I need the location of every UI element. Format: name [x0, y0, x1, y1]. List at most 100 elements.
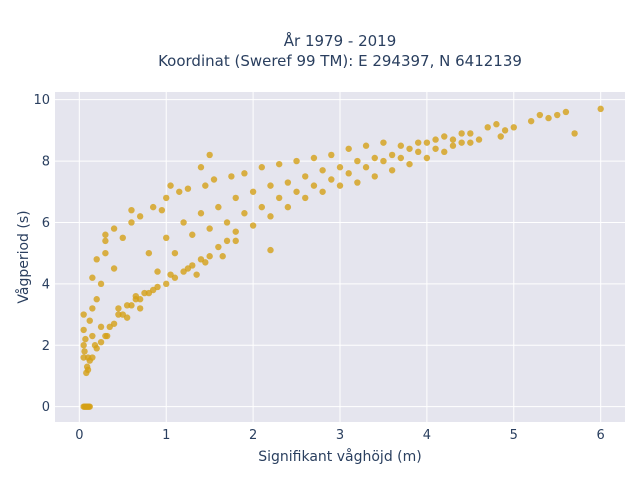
data-point	[388, 151, 396, 159]
data-point	[219, 253, 226, 260]
data-point	[310, 182, 318, 189]
data-point	[202, 259, 209, 266]
data-point	[86, 403, 93, 410]
data-point	[103, 332, 111, 340]
data-point	[267, 182, 274, 189]
data-point	[167, 271, 174, 278]
data-point	[241, 210, 248, 217]
data-point	[423, 139, 431, 146]
data-point	[210, 176, 218, 183]
data-point	[128, 219, 135, 226]
data-point	[110, 320, 118, 327]
x-tick-label: 2	[249, 428, 257, 443]
y-tick-label: 10	[33, 93, 50, 108]
data-point	[81, 348, 88, 355]
data-point	[380, 139, 387, 146]
data-point	[110, 225, 118, 232]
data-point	[206, 151, 213, 159]
data-point	[232, 194, 239, 202]
y-tick-labels: 0 2 4 6 8 10	[33, 93, 50, 415]
data-point	[132, 292, 140, 300]
data-point	[275, 194, 283, 202]
data-point	[302, 173, 309, 180]
data-point	[102, 249, 109, 257]
data-point	[189, 231, 196, 238]
data-point	[180, 219, 187, 226]
data-point	[86, 317, 93, 324]
data-point	[415, 139, 422, 146]
data-point	[249, 188, 257, 195]
data-point	[149, 286, 157, 294]
data-point	[89, 354, 96, 361]
data-point	[354, 157, 361, 165]
data-point	[136, 305, 144, 312]
data-point	[319, 167, 326, 174]
data-point	[267, 213, 274, 220]
data-point	[510, 124, 517, 131]
data-point	[545, 114, 552, 122]
data-point	[206, 225, 213, 232]
data-point	[149, 203, 157, 211]
data-point	[228, 173, 235, 180]
data-point	[345, 170, 352, 177]
data-point	[171, 249, 179, 257]
data-point	[354, 179, 361, 186]
data-point	[336, 164, 344, 171]
data-point	[562, 108, 570, 116]
y-axis-label: Vågperiod (s)	[15, 210, 32, 303]
data-point	[163, 280, 170, 288]
data-point	[371, 173, 378, 180]
data-point	[184, 185, 192, 192]
data-point	[97, 323, 105, 331]
data-point	[163, 234, 170, 242]
data-point	[449, 136, 457, 143]
data-point	[176, 188, 183, 195]
data-point	[115, 305, 122, 312]
x-tick-label: 1	[162, 428, 170, 443]
data-point	[84, 366, 92, 374]
data-point	[406, 145, 413, 152]
data-point	[80, 326, 87, 334]
data-point	[193, 271, 200, 278]
y-tick-label: 8	[42, 155, 50, 170]
data-point	[123, 314, 131, 321]
data-point	[475, 136, 483, 143]
data-point	[80, 311, 87, 318]
data-point	[432, 145, 439, 152]
data-point	[80, 342, 87, 349]
data-point	[441, 133, 448, 140]
data-point	[128, 302, 135, 309]
data-point	[310, 154, 318, 162]
x-tick-label: 4	[423, 428, 431, 443]
data-point	[293, 157, 300, 165]
data-point	[197, 164, 205, 171]
data-point	[267, 246, 274, 254]
data-point	[102, 231, 109, 238]
data-point	[206, 253, 213, 260]
data-point	[249, 222, 257, 229]
data-point	[258, 164, 265, 171]
data-point	[415, 148, 422, 156]
data-point	[93, 345, 100, 352]
data-point	[397, 154, 405, 162]
data-point	[536, 111, 544, 119]
data-point	[293, 188, 300, 195]
data-point	[328, 151, 335, 159]
data-point	[145, 249, 153, 257]
data-point	[362, 164, 370, 171]
data-point	[458, 139, 465, 146]
data-point	[97, 338, 105, 346]
data-point	[336, 182, 344, 189]
data-point	[215, 243, 222, 251]
data-point	[493, 121, 500, 128]
data-point	[215, 203, 222, 211]
data-point	[136, 213, 144, 220]
data-points	[80, 105, 604, 410]
data-point	[167, 182, 174, 189]
x-tick-label: 6	[597, 428, 605, 443]
data-point	[89, 332, 96, 340]
data-point	[597, 105, 604, 113]
data-point	[258, 203, 265, 211]
data-point	[232, 237, 239, 245]
